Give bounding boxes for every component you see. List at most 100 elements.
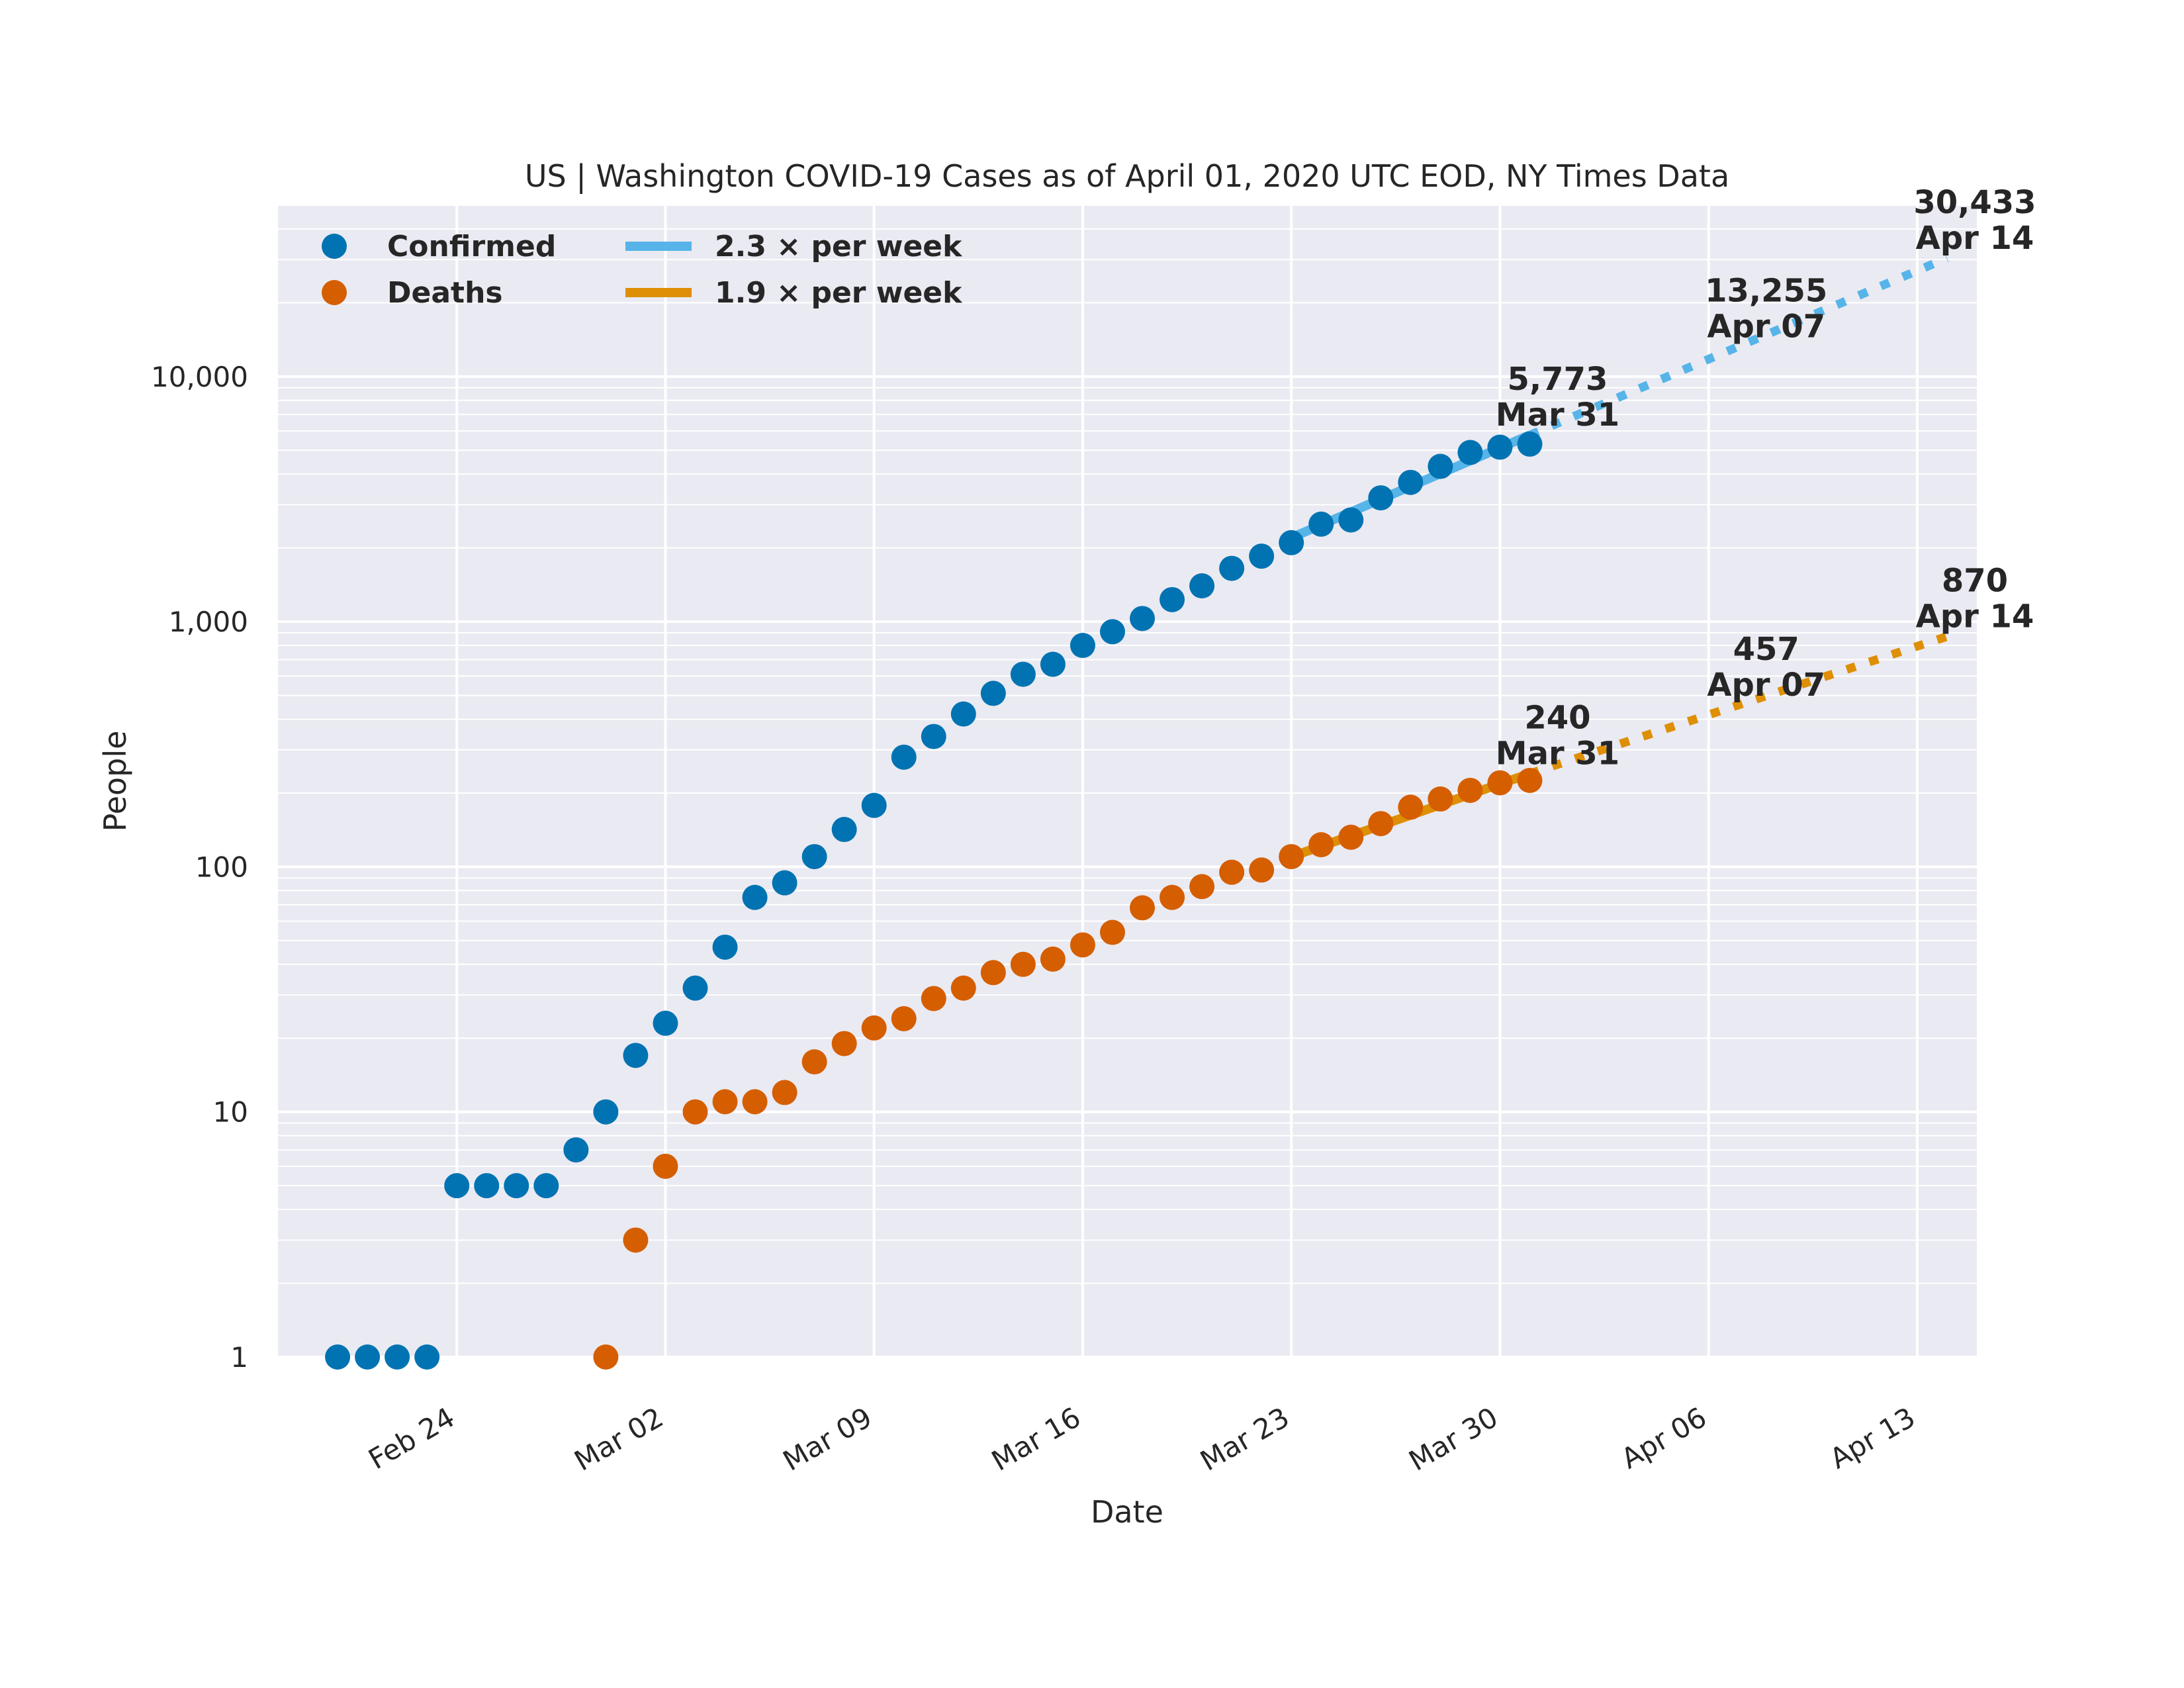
confirmed-point [533, 1173, 559, 1199]
deaths-point [831, 1031, 857, 1056]
annotation-date: Apr 07 [1707, 667, 1825, 704]
annotation-date: Apr 14 [1916, 598, 2034, 635]
y-axis-label: People [97, 731, 133, 832]
confirmed-point [1517, 431, 1543, 457]
deaths-point [593, 1344, 619, 1370]
deaths-point [861, 1015, 887, 1041]
confirmed-point [1398, 469, 1424, 495]
confirmed-point [891, 744, 917, 770]
deaths-point [921, 986, 946, 1011]
confirmed-point [861, 792, 887, 818]
deaths-point [1010, 951, 1036, 977]
deaths-point [950, 975, 976, 1001]
deaths-point [1457, 777, 1483, 803]
annotation-date: Mar 31 [1496, 735, 1619, 773]
annotation-value: 13,255 [1705, 273, 1827, 310]
confirmed-point [593, 1099, 619, 1125]
plot-background [278, 205, 1977, 1357]
deaths-point [1219, 859, 1245, 885]
confirmed-point [682, 975, 708, 1001]
legend: Confirmed Deaths 2.3 × per week 1.9 × per w… [322, 230, 963, 310]
deaths-point [1069, 932, 1095, 958]
y-tick-label: 10,000 [151, 361, 248, 393]
deaths-point [653, 1153, 678, 1179]
annotation-date: Apr 07 [1707, 308, 1825, 346]
x-tick-label: Mar 09 [778, 1401, 878, 1477]
confirmed-point [801, 844, 827, 870]
x-tick-label: Apr 06 [1615, 1401, 1711, 1475]
chart-title: US | Washington COVID-19 Cases as of Apr… [525, 158, 1729, 195]
x-tick-label: Mar 02 [569, 1401, 668, 1477]
y-tick-label: 1,000 [169, 606, 248, 638]
annotation-date: Apr 14 [1916, 220, 2034, 257]
confirmed-point [444, 1173, 470, 1199]
deaths-point [980, 960, 1006, 986]
confirmed-point [1249, 543, 1275, 569]
confirmed-point [1160, 586, 1185, 612]
deaths-point [1099, 919, 1125, 945]
confirmed-point [325, 1344, 351, 1370]
confirmed-point [653, 1010, 678, 1036]
confirmed-point [414, 1344, 440, 1370]
deaths-point [682, 1099, 708, 1125]
annotation-value: 30,433 [1913, 184, 2036, 221]
confirmed-point [742, 884, 768, 910]
annotation-value: 240 [1524, 700, 1590, 737]
confirmed-point [474, 1173, 500, 1199]
y-tick-label: 10 [213, 1096, 248, 1129]
x-tick-label: Mar 30 [1403, 1401, 1503, 1477]
confirmed-point [1040, 651, 1066, 677]
legend-label: Confirmed [387, 230, 556, 263]
confirmed-point [623, 1043, 649, 1068]
deaths-point [1338, 824, 1364, 850]
deaths-point [1398, 794, 1424, 820]
confirmed-point [1428, 453, 1453, 479]
deaths-point [1368, 811, 1394, 837]
confirmed-point [1368, 485, 1394, 511]
deaths-point [1308, 832, 1334, 858]
deaths-point [742, 1089, 768, 1115]
annotation-value: 457 [1733, 631, 1799, 668]
y-tick-label: 1 [230, 1341, 248, 1374]
confirmed-point [1010, 661, 1036, 687]
confirmed-point [355, 1344, 381, 1370]
confirmed-point [921, 724, 946, 749]
deaths-projection-line [1528, 632, 1948, 778]
x-axis-label: Date [1091, 1494, 1163, 1530]
confirmed-point [1130, 606, 1156, 632]
confirmed-point [831, 817, 857, 843]
deaths-point [891, 1006, 917, 1031]
confirmed-point [1189, 573, 1215, 599]
deaths-point [772, 1080, 797, 1105]
annotation-value: 870 [1942, 563, 2008, 600]
x-tick-label: Apr 13 [1825, 1401, 1921, 1475]
x-tick-label: Feb 24 [363, 1401, 460, 1476]
confirmed-point [385, 1344, 410, 1370]
confirmed-point [504, 1173, 529, 1199]
y-tick-label: 100 [195, 851, 248, 883]
confirmed-point [1308, 511, 1334, 537]
deaths-point [1249, 857, 1275, 883]
confirmed-point [563, 1137, 589, 1163]
x-tick-label: Mar 16 [986, 1401, 1086, 1477]
confirmed-point [1457, 440, 1483, 465]
deaths-point [1040, 946, 1066, 972]
confirmed-projection-line [1527, 254, 1949, 440]
legend-label: 2.3 × per week [715, 230, 963, 263]
deaths-point [1130, 895, 1156, 921]
x-tick-label: Mar 23 [1195, 1401, 1295, 1477]
deaths-point [623, 1227, 649, 1253]
annotation-value: 5,773 [1508, 361, 1608, 398]
legend-label: Deaths [387, 276, 503, 310]
confirmed-point [1099, 619, 1125, 645]
confirmed-point [1279, 530, 1304, 555]
grid [278, 205, 1977, 1358]
deaths-point [1428, 786, 1453, 812]
deaths-point [1487, 770, 1513, 796]
confirmed-point [772, 870, 797, 896]
confirmed-point [980, 680, 1006, 706]
legend-marker [322, 234, 347, 259]
legend-label: 1.9 × per week [715, 276, 963, 310]
